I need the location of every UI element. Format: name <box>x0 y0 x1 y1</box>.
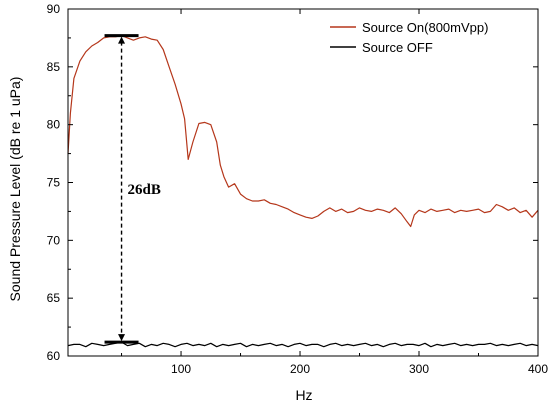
annotation-arrow-down <box>118 334 126 342</box>
legend-label-1: Source OFF <box>362 40 433 55</box>
x-tick-label: 400 <box>528 362 548 376</box>
legend-label-0: Source On(800mVpp) <box>362 20 488 35</box>
x-tick-label: 300 <box>409 362 429 376</box>
y-tick-label: 85 <box>47 60 61 74</box>
y-axis-label: Sound Pressure Level (dB re 1 uPa) <box>7 77 23 302</box>
annotation-arrow-up <box>118 36 126 44</box>
series-line-1 <box>67 341 539 348</box>
legend: Source On(800mVpp) Source OFF <box>330 20 488 55</box>
y-tick-label: 90 <box>47 2 61 16</box>
y-tick-label: 65 <box>47 291 61 305</box>
y-tick-label: 60 <box>47 349 61 363</box>
y-tick-label: 75 <box>47 176 61 190</box>
annotation-label: 26dB <box>128 182 161 198</box>
x-tick-label: 200 <box>290 362 310 376</box>
x-tick-label: 100 <box>171 362 191 376</box>
plot-area: 26dB <box>67 34 539 348</box>
axes: 100 200 300 400 60 65 70 75 80 85 90 <box>47 2 549 376</box>
y-tick-label: 80 <box>47 118 61 132</box>
y-tick-label: 70 <box>47 233 61 247</box>
series-line-0 <box>67 34 539 228</box>
x-axis-label: Hz <box>295 387 312 403</box>
